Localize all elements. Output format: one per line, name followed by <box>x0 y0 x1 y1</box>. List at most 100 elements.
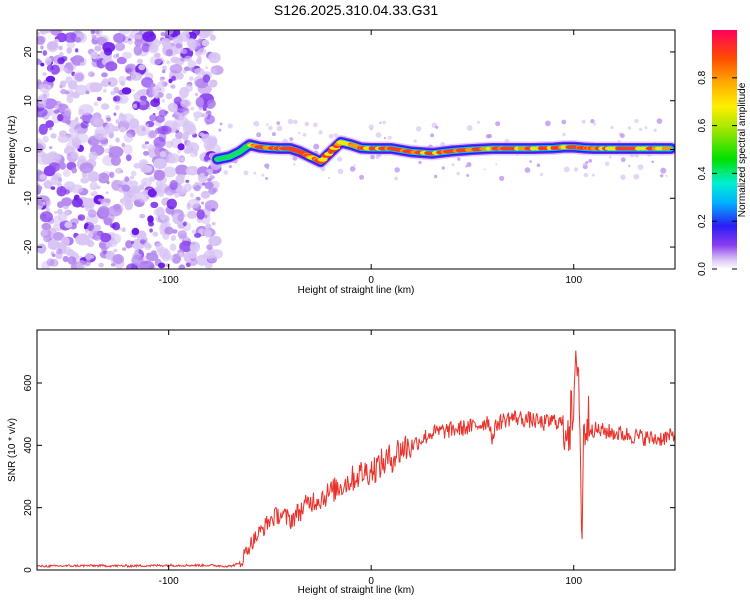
noise-blob <box>87 209 97 218</box>
noise-blob <box>165 60 171 64</box>
noise-blob <box>196 209 205 220</box>
noise-blob <box>66 94 74 104</box>
noise-blob <box>165 93 173 100</box>
noise-blob <box>131 254 144 266</box>
noise-speck <box>268 125 273 131</box>
noise-speck <box>495 121 501 127</box>
noise-blob <box>79 162 94 174</box>
noise-blob <box>37 58 42 65</box>
noise-blob <box>128 118 140 129</box>
noise-speck <box>266 123 269 126</box>
noise-blob <box>147 106 151 110</box>
noise-blob <box>59 162 66 170</box>
noise-blob <box>138 184 145 191</box>
noise-blob <box>195 50 202 57</box>
noise-blob <box>123 192 137 203</box>
noise-blob <box>64 189 70 195</box>
noise-speck <box>219 122 223 126</box>
noise-speck <box>370 154 375 160</box>
noise-blob <box>212 187 218 193</box>
noise-blob <box>185 165 199 176</box>
noise-blob <box>110 263 116 267</box>
noise-blob <box>43 165 56 177</box>
noise-blob <box>202 112 209 118</box>
noise-speck <box>253 122 256 125</box>
noise-speck <box>466 174 470 177</box>
noise-blob <box>211 208 216 212</box>
noise-speck <box>328 133 334 139</box>
noise-blob <box>142 31 157 42</box>
noise-blob <box>149 114 157 122</box>
noise-blob <box>156 106 162 111</box>
noise-blob <box>170 56 180 64</box>
noise-blob <box>209 175 215 180</box>
noise-blob <box>133 162 141 169</box>
noise-speck <box>483 168 486 171</box>
noise-blob <box>155 180 163 188</box>
noise-blob <box>57 177 63 183</box>
noise-speck <box>265 177 269 180</box>
noise-speck <box>499 175 505 181</box>
noise-speck <box>582 162 586 167</box>
noise-blob <box>80 62 85 66</box>
colorbar-tick-label: 0.0 <box>697 262 708 276</box>
noise-blob <box>200 190 211 199</box>
noise-blob <box>177 213 184 222</box>
noise-blob <box>171 253 182 264</box>
noise-blob <box>88 71 95 78</box>
noise-blob <box>175 131 183 140</box>
noise-blob <box>153 169 165 181</box>
noise-blob <box>100 80 106 87</box>
noise-speck <box>276 125 283 132</box>
noise-blob <box>40 45 44 50</box>
noise-blob <box>118 113 127 122</box>
noise-blob <box>76 260 87 269</box>
noise-speck <box>656 118 663 124</box>
noise-blob <box>117 180 124 185</box>
noise-blob <box>104 198 111 203</box>
noise-blob <box>187 198 200 209</box>
noise-blob <box>39 211 54 223</box>
noise-blob <box>144 242 151 249</box>
noise-blob <box>96 96 102 102</box>
noise-blob <box>121 142 126 148</box>
noise-speck <box>383 136 386 140</box>
noise-blob <box>133 199 142 207</box>
noise-speck <box>318 130 323 135</box>
noise-blob <box>135 124 151 136</box>
noise-blob <box>56 32 68 43</box>
noise-blob <box>97 172 110 184</box>
noise-blob <box>149 55 163 66</box>
noise-blob <box>71 184 84 194</box>
noise-blob <box>157 125 169 135</box>
noise-blob <box>119 126 126 133</box>
noise-blob <box>143 151 149 156</box>
noise-speck <box>524 167 531 173</box>
noise-blob <box>37 143 44 154</box>
noise-speck <box>591 173 595 177</box>
noise-speck <box>588 159 593 163</box>
noise-blob <box>196 58 202 65</box>
noise-blob <box>93 101 99 107</box>
noise-blob <box>112 254 124 264</box>
noise-blob <box>123 144 133 155</box>
noise-blob <box>60 236 70 247</box>
noise-speck <box>333 133 338 138</box>
noise-blob <box>211 222 216 226</box>
noise-speck <box>620 174 626 180</box>
noise-blob <box>93 129 108 141</box>
noise-blob <box>202 74 211 83</box>
noise-blob <box>69 91 75 97</box>
noise-blob <box>106 117 112 122</box>
noise-blob <box>125 154 132 162</box>
noise-blob <box>194 232 202 238</box>
noise-blob <box>93 224 101 231</box>
noise-blob <box>169 179 178 191</box>
noise-blob <box>169 64 183 74</box>
noise-blob <box>49 69 53 73</box>
noise-speck <box>539 172 544 176</box>
y-tick-label: 10 <box>23 95 34 107</box>
noise-blob <box>110 90 116 96</box>
noise-blob <box>165 49 173 57</box>
